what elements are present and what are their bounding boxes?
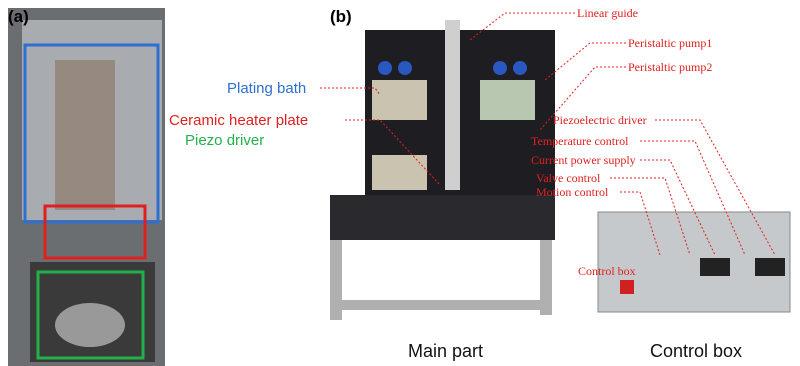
apparatus — [330, 20, 791, 320]
leader — [345, 119, 441, 186]
display — [700, 258, 730, 276]
photo-a — [8, 8, 165, 366]
panel-label: (a) — [8, 7, 29, 26]
leader — [610, 177, 691, 256]
panel-label: (b) — [330, 7, 352, 26]
bath — [372, 155, 427, 190]
leader-lines — [320, 12, 776, 256]
callout: Peristaltic pump2 — [628, 60, 712, 74]
callout: Ceramic heater plate — [169, 112, 308, 129]
rail — [342, 300, 540, 310]
caption: Control box — [650, 341, 742, 361]
callout: Valve control — [536, 171, 601, 185]
pump — [378, 61, 392, 75]
blue-box — [23, 43, 160, 224]
callout: Peristaltic pump1 — [628, 36, 712, 50]
leader — [620, 191, 661, 256]
bath — [480, 80, 535, 120]
pump — [493, 61, 507, 75]
switch — [620, 280, 634, 294]
callout: Piezo driver — [185, 132, 264, 149]
callout: Piezoelectric driver — [553, 113, 647, 127]
leader — [655, 119, 776, 256]
leader — [640, 140, 746, 256]
leader — [469, 12, 575, 41]
caption: Main part — [408, 341, 483, 361]
red-box — [43, 204, 147, 260]
green-box — [36, 270, 145, 360]
table-top — [330, 195, 555, 240]
box-tag: Control box — [578, 264, 636, 278]
callout: Temperature control — [531, 134, 629, 148]
leader — [640, 159, 716, 256]
leader — [320, 87, 381, 96]
leg — [330, 240, 342, 320]
leg — [540, 240, 552, 315]
rail — [445, 20, 460, 190]
pump — [513, 61, 527, 75]
callout: Motion control — [536, 185, 609, 199]
leader — [544, 42, 626, 81]
callout: Linear guide — [577, 6, 638, 20]
callout: Current power supply — [531, 153, 636, 167]
pump — [398, 61, 412, 75]
callout: Plating bath — [227, 80, 306, 97]
bath — [372, 80, 427, 120]
display — [755, 258, 785, 276]
electrode — [55, 60, 115, 210]
piezo — [55, 303, 125, 347]
